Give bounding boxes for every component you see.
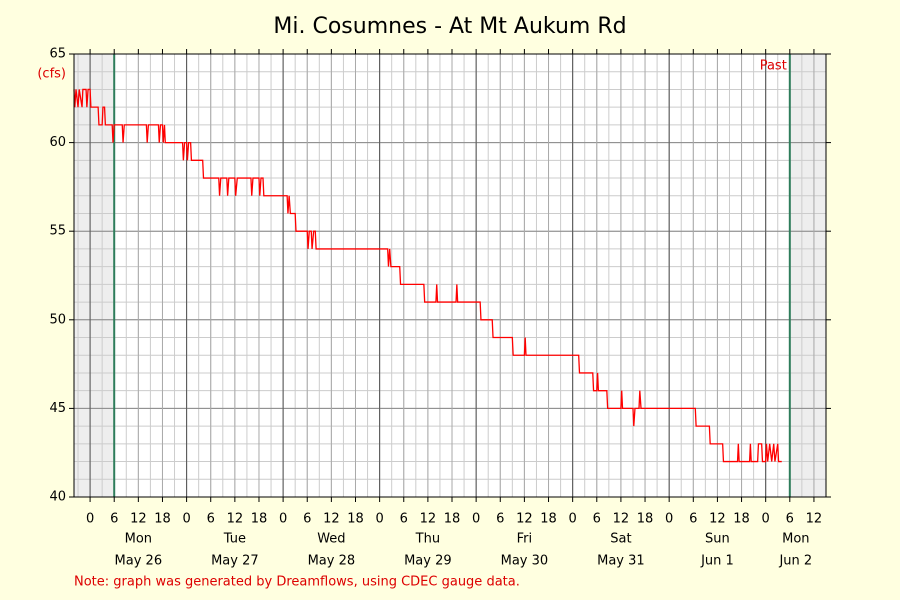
x-tick-label: 18 bbox=[733, 512, 750, 527]
x-tick-label: 18 bbox=[444, 512, 461, 527]
x-tick-label: 12 bbox=[613, 512, 630, 527]
x-tick-label: 0 bbox=[762, 512, 770, 527]
day-weekday: Sat bbox=[610, 532, 631, 547]
y-tick-label: 40 bbox=[49, 490, 66, 505]
y-tick-label: 65 bbox=[49, 47, 66, 62]
day-weekday: Mon bbox=[782, 532, 809, 547]
x-tick-label: 12 bbox=[323, 512, 340, 527]
y-tick-label: 60 bbox=[49, 135, 66, 150]
x-tick-label: 0 bbox=[375, 512, 383, 527]
x-tick-label: 0 bbox=[665, 512, 673, 527]
y-tick-label: 55 bbox=[49, 224, 66, 239]
x-tick-label: 6 bbox=[496, 512, 504, 527]
x-tick-label: 6 bbox=[303, 512, 311, 527]
day-weekday: Tue bbox=[223, 532, 246, 547]
x-tick-label: 18 bbox=[154, 512, 171, 527]
x-tick-label: 12 bbox=[420, 512, 437, 527]
chart-title: Mi. Cosumnes - At Mt Aukum Rd bbox=[273, 14, 626, 39]
x-tick-label: 6 bbox=[593, 512, 601, 527]
x-tick-label: 18 bbox=[251, 512, 268, 527]
day-date: May 30 bbox=[501, 554, 549, 569]
x-tick-label: 6 bbox=[400, 512, 408, 527]
x-tick-label: 0 bbox=[182, 512, 190, 527]
day-date: Jun 2 bbox=[778, 554, 812, 569]
day-date: May 31 bbox=[597, 554, 645, 569]
x-tick-label: 12 bbox=[516, 512, 533, 527]
x-tick-label: 6 bbox=[110, 512, 118, 527]
x-tick-label: 6 bbox=[786, 512, 794, 527]
annotation: Past bbox=[760, 59, 787, 74]
x-tick-label: 18 bbox=[347, 512, 364, 527]
x-tick-label: 0 bbox=[569, 512, 577, 527]
y-tick-label: 45 bbox=[49, 401, 66, 416]
x-tick-label: 12 bbox=[806, 512, 823, 527]
day-weekday: Wed bbox=[317, 532, 345, 547]
day-date: May 28 bbox=[308, 554, 356, 569]
day-weekday: Fri bbox=[517, 532, 533, 547]
x-tick-label: 0 bbox=[472, 512, 480, 527]
y-tick-label: 50 bbox=[49, 312, 66, 327]
day-weekday: Mon bbox=[125, 532, 152, 547]
x-tick-label: 0 bbox=[86, 512, 94, 527]
x-tick-label: 12 bbox=[709, 512, 726, 527]
data-line bbox=[73, 88, 782, 463]
day-date: May 29 bbox=[404, 554, 452, 569]
x-tick-label: 18 bbox=[637, 512, 654, 527]
x-tick-label: 12 bbox=[227, 512, 244, 527]
day-weekday: Thu bbox=[415, 532, 440, 547]
y-unit: (cfs) bbox=[37, 67, 66, 82]
day-date: May 26 bbox=[115, 554, 163, 569]
day-weekday: Sun bbox=[705, 532, 730, 547]
day-date: May 27 bbox=[211, 554, 259, 569]
x-tick-label: 6 bbox=[207, 512, 215, 527]
x-tick-label: 12 bbox=[130, 512, 147, 527]
day-date: Jun 1 bbox=[700, 554, 734, 569]
plot-border bbox=[73, 53, 827, 498]
shaded-region bbox=[789, 54, 826, 497]
x-tick-label: 18 bbox=[540, 512, 557, 527]
x-tick-label: 6 bbox=[689, 512, 697, 527]
plot-background bbox=[74, 54, 826, 497]
x-tick-label: 0 bbox=[279, 512, 287, 527]
shaded-region bbox=[74, 54, 115, 497]
note: Note: graph was generated by Dreamflows,… bbox=[74, 575, 520, 590]
